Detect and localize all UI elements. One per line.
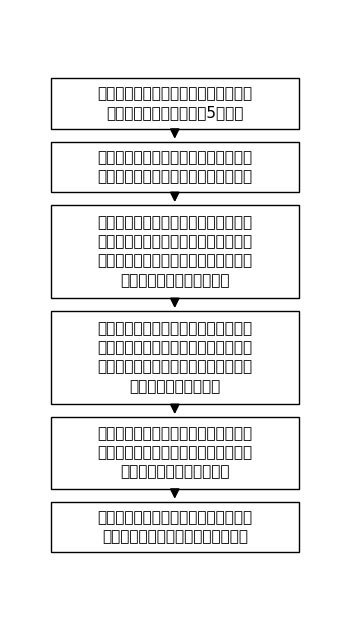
Bar [50,502,299,552]
Text: 根据叠加后的截面数据生成阴极型面所
需的截面线，生成优化后的阴极型面: 根据叠加后的截面数据生成阴极型面所 需的截面线，生成优化后的阴极型面 [97,510,252,544]
FancyArrowPatch shape [171,489,179,497]
Bar [50,79,299,129]
Bar [50,417,299,489]
FancyArrowPatch shape [171,192,179,200]
Text: 采用初始型面的成型阴极进行叶片精密
电解成型加工，获得至少5片叶片: 采用初始型面的成型阴极进行叶片精密 电解成型加工，获得至少5片叶片 [97,86,252,120]
Text: 采用初始型面的成型阴极进行多次叶片
电解成型加工，得到该批叶片变形情况
，统计变形量的离散度，在变形量分布
区间内选取最大变形量: 采用初始型面的成型阴极进行多次叶片 电解成型加工，得到该批叶片变形情况 ，统计变… [97,321,252,394]
FancyArrowPatch shape [171,298,179,306]
Bar [50,142,299,192]
Text: 进行叶片的数字化检测，挑选变形量处
于该批叶片中差值的叶片做为基准叶片: 进行叶片的数字化检测，挑选变形量处 于该批叶片中差值的叶片做为基准叶片 [97,150,252,184]
Text: 将最大变形量迭代入新的阴极型面模型
中，按照叶片设计分别对新的阴极型面
的截面线进行变形量的叠加: 将最大变形量迭代入新的阴极型面模型 中，按照叶片设计分别对新的阴极型面 的截面线… [97,426,252,479]
Bar [50,205,299,298]
FancyArrowPatch shape [171,404,179,412]
Text: 将基准叶片的点云文件导入初始型面的
成型阴极模型中，将点云文件的数据点
和成型阴极模型数据点进行分区优化计
算，生成新的阴极型面模型: 将基准叶片的点云文件导入初始型面的 成型阴极模型中，将点云文件的数据点 和成型阴… [97,215,252,288]
Bar [50,311,299,404]
FancyArrowPatch shape [171,129,179,137]
